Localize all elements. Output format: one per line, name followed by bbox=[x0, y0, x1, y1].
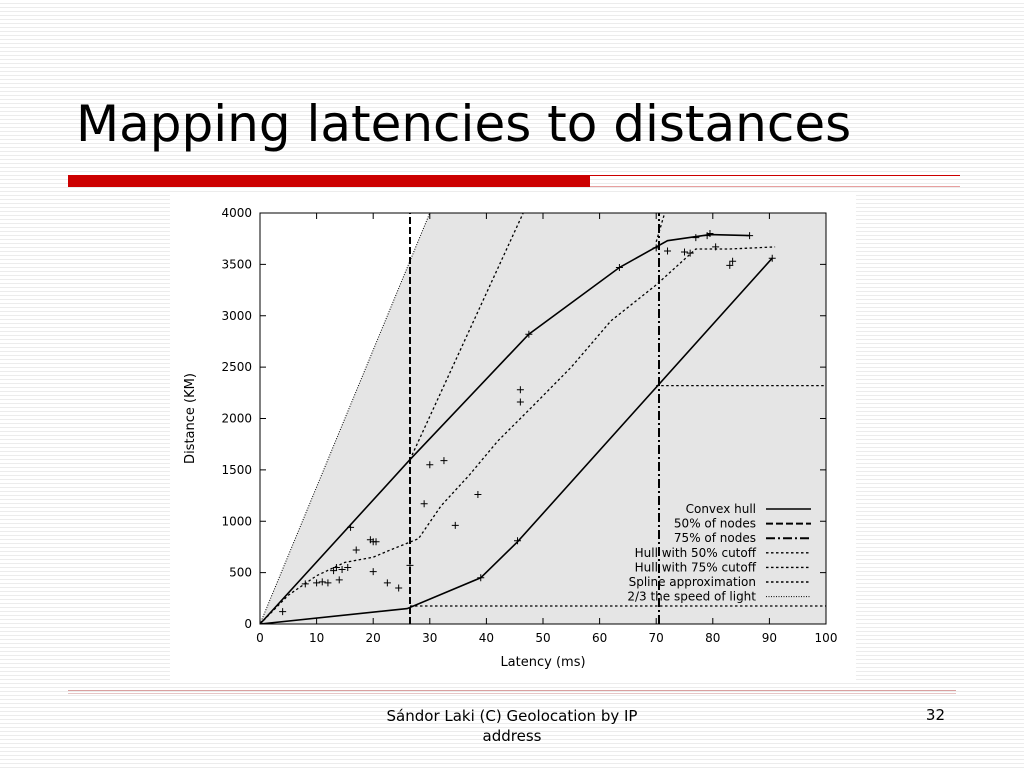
footer-divider bbox=[68, 690, 956, 691]
data-point bbox=[726, 261, 734, 269]
data-point bbox=[383, 579, 391, 587]
data-point bbox=[692, 234, 700, 242]
x-tick-label: 100 bbox=[815, 631, 838, 645]
x-tick-label: 0 bbox=[256, 631, 264, 645]
legend-label: 50% of nodes bbox=[674, 517, 756, 531]
data-point bbox=[332, 563, 340, 571]
data-point bbox=[474, 491, 482, 499]
x-tick-label: 80 bbox=[705, 631, 720, 645]
chart-panel: 0 10 20 30 40 50 60 70 80 90 100 0 500 1000 1500 2000 25… bbox=[170, 195, 856, 680]
data-point bbox=[372, 538, 380, 546]
series-cutoff-50-upper bbox=[409, 213, 524, 460]
data-point bbox=[516, 398, 524, 406]
y-tick-label: 3000 bbox=[221, 309, 252, 323]
data-point bbox=[352, 546, 360, 554]
plot-frame bbox=[259, 212, 827, 625]
data-point bbox=[681, 248, 688, 256]
x-tick-label: 20 bbox=[366, 631, 381, 645]
y-tick-label: 1000 bbox=[221, 514, 252, 528]
y-tick-label: 2500 bbox=[221, 360, 252, 374]
legend-label: Hull with 50% cutoff bbox=[635, 546, 757, 560]
data-point bbox=[615, 263, 623, 271]
data-point bbox=[514, 537, 522, 545]
data-point bbox=[279, 608, 287, 616]
data-point bbox=[369, 568, 377, 576]
series-cutoff-75-upper bbox=[655, 213, 666, 242]
x-tick-label: 40 bbox=[479, 631, 494, 645]
x-tick-label: 90 bbox=[762, 631, 777, 645]
data-point bbox=[440, 457, 448, 465]
x-tick-label: 70 bbox=[649, 631, 664, 645]
series-speed-of-light bbox=[260, 213, 431, 624]
data-point bbox=[324, 579, 332, 587]
data-point bbox=[516, 386, 524, 394]
legend-label: Convex hull bbox=[686, 502, 756, 516]
y-tick-label: 3500 bbox=[221, 257, 252, 271]
footer-caption: Sándor Laki (C) Geolocation by IP addres… bbox=[362, 706, 662, 746]
data-point bbox=[712, 243, 720, 251]
data-point bbox=[729, 257, 737, 265]
title-underline bbox=[68, 175, 590, 187]
data-point bbox=[706, 230, 714, 238]
title-rule-line-secondary bbox=[590, 186, 960, 187]
legend-label: 2/3 the speed of light bbox=[627, 590, 756, 604]
data-point bbox=[664, 247, 672, 255]
data-point bbox=[301, 580, 309, 588]
x-tick-label: 30 bbox=[422, 631, 437, 645]
y-tick-label: 500 bbox=[229, 566, 252, 580]
x-tick-label: 60 bbox=[592, 631, 607, 645]
legend-label: Hull with 75% cutoff bbox=[635, 560, 757, 574]
data-point bbox=[686, 249, 694, 257]
data-point bbox=[335, 576, 343, 584]
y-tick-label: 1500 bbox=[221, 463, 252, 477]
x-axis-label: Latency (ms) bbox=[500, 655, 585, 670]
data-point bbox=[318, 578, 326, 586]
legend-label: Spline approximation bbox=[629, 575, 756, 589]
footer-line-2: address bbox=[482, 727, 542, 745]
data-point bbox=[426, 461, 434, 469]
footer-line-1: Sándor Laki (C) Geolocation by IP bbox=[386, 707, 638, 725]
data-point bbox=[395, 584, 403, 592]
data-point bbox=[338, 566, 346, 574]
data-point bbox=[652, 244, 660, 252]
data-point bbox=[347, 523, 355, 531]
data-point bbox=[451, 521, 459, 529]
data-point bbox=[313, 579, 321, 587]
latency-distance-chart: 0 10 20 30 40 50 60 70 80 90 100050010001500200025… bbox=[183, 206, 838, 670]
data-point bbox=[420, 500, 428, 508]
data-point bbox=[406, 561, 414, 569]
y-tick-label: 4000 bbox=[221, 206, 252, 220]
data-point bbox=[746, 232, 754, 240]
x-tick-label: 50 bbox=[535, 631, 550, 645]
y-tick-label: 0 bbox=[244, 617, 252, 631]
page-title: Mapping latencies to distances bbox=[76, 95, 852, 153]
x-tick-label: 10 bbox=[309, 631, 324, 645]
series-spline bbox=[260, 246, 776, 624]
title-rule-line bbox=[590, 175, 960, 176]
y-axis-label: Distance (KM) bbox=[183, 373, 198, 464]
data-point bbox=[344, 563, 352, 571]
footer-divider-secondary bbox=[68, 693, 956, 694]
y-tick-label: 2000 bbox=[221, 412, 252, 426]
data-point bbox=[477, 574, 485, 582]
data-point bbox=[768, 254, 776, 262]
legend-label: 75% of nodes bbox=[674, 531, 756, 545]
data-point bbox=[525, 330, 533, 338]
page-number: 32 bbox=[925, 706, 945, 724]
